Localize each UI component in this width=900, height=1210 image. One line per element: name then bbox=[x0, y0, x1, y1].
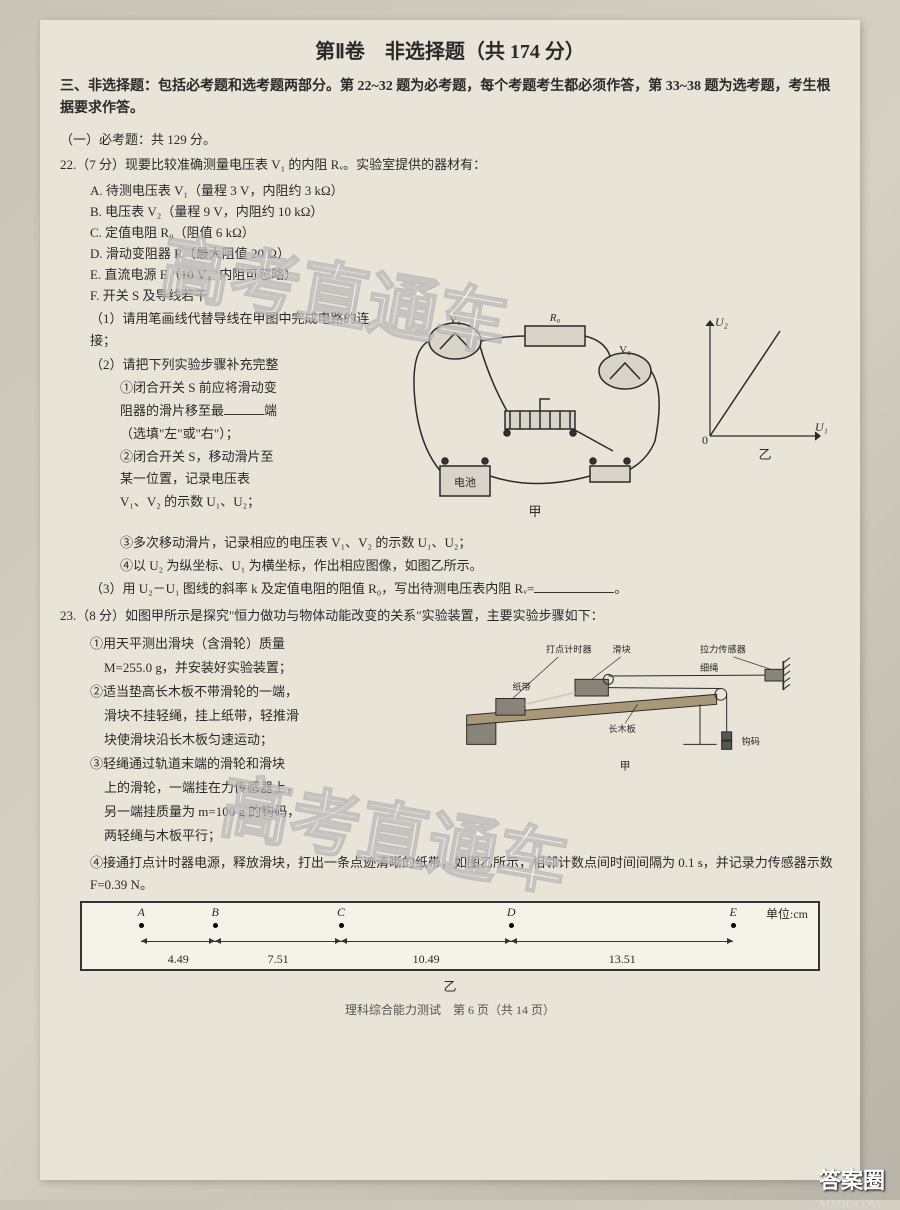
ruler-point bbox=[731, 923, 736, 928]
q22-option-e: E. 直流电源 E（10 V，内阻可忽略） bbox=[90, 264, 840, 283]
q22-text-column: （1）请用笔画线代替导线在甲图中完成电路的连接； （2）请把下列实验步骤补充完整… bbox=[60, 306, 390, 515]
graph-caption: 乙 bbox=[758, 447, 771, 461]
q22-sub3end: 。 bbox=[614, 581, 627, 596]
q22-sub3-line: （3）用 U₂－U₁ 图线的斜率 k 及定值电阻的阻值 R₀，写出待测电压表内阻… bbox=[90, 578, 840, 600]
q22-sub2: （2）请把下列实验步骤补充完整 bbox=[90, 354, 390, 376]
ruler-measure-arrow bbox=[141, 941, 215, 942]
q22-step2c: V₁、V₂ 的示数 U₁、U₂； bbox=[120, 492, 390, 513]
u2-u1-graph: 0 U₁ U₂ 乙 bbox=[690, 311, 830, 461]
page-title: 第Ⅱ卷 非选择题（共 174 分） bbox=[60, 35, 840, 64]
required-section-label: （一）必考题：共 129 分。 bbox=[60, 129, 840, 148]
graph-origin: 0 bbox=[702, 433, 708, 447]
ruler-point bbox=[509, 923, 514, 928]
q23-step3d: 两轻绳与木板平行； bbox=[104, 825, 410, 847]
ruler-measure-arrow bbox=[215, 941, 341, 942]
q22-option-b: B. 电压表 V₂（量程 9 V，内阻约 10 kΩ） bbox=[90, 201, 840, 220]
v1-label: V₁ bbox=[449, 314, 461, 326]
q23-content-row: ①用天平测出滑块（含滑轮）质量 M=255.0 g，并安装好实验装置； ②适当垫… bbox=[60, 631, 840, 850]
ruler-point bbox=[339, 923, 344, 928]
ruler-point bbox=[213, 923, 218, 928]
r0-label: R₀ bbox=[549, 312, 561, 324]
section-instructions: 三、非选择题：包括必考题和选考题两部分。第 22~32 题为必考题，每个考题考生… bbox=[60, 76, 840, 121]
blank-field bbox=[224, 414, 264, 415]
ruler-point-label: D bbox=[507, 905, 516, 920]
q22-step1c: 端 bbox=[264, 403, 277, 418]
graph-ylabel: U₂ bbox=[715, 315, 728, 329]
ruler-point-label: A bbox=[138, 905, 145, 920]
ruler-measure-value: 4.49 bbox=[168, 952, 189, 967]
q23-step4: ④接通打点计时器电源，释放滑块，打出一条点迹清晰的纸带，如图乙所示，相邻计数点间… bbox=[90, 852, 840, 896]
ruler-measure-value: 13.51 bbox=[609, 952, 636, 967]
ruler-measure-arrow bbox=[511, 941, 733, 942]
q22-step2b: 某一位置，记录电压表 bbox=[120, 469, 390, 490]
q22-step2a: ②闭合开关 S，移动滑片至 bbox=[120, 447, 390, 468]
sensor-label: 拉力传感器 bbox=[700, 643, 746, 654]
q23-step3a: ③轻绳通过轨道末端的滑轮和滑块 bbox=[90, 753, 410, 775]
v2-label: V₂ bbox=[619, 344, 631, 356]
q22-step1a: ①闭合开关 S 前应将滑动变 bbox=[120, 378, 390, 399]
q23-step3b: 上的滑轮，一端挂在力传感器上， bbox=[104, 777, 410, 799]
ruler-measure-value: 10.49 bbox=[413, 952, 440, 967]
ruler-point bbox=[139, 923, 144, 928]
ruler-point-label: B bbox=[212, 905, 219, 920]
q23-step1a: ①用天平测出滑块（含滑轮）质量 bbox=[90, 633, 410, 655]
exam-page: 第Ⅱ卷 非选择题（共 174 分） 三、非选择题：包括必考题和选考题两部分。第 … bbox=[40, 20, 860, 1180]
q23-apparatus-col: 打点计时器 滑块 拉力传感器 细绳 纸带 长木板 钩码 甲 bbox=[410, 631, 840, 796]
q23-step2b: 滑块不挂轻绳，挂上纸带，轻推滑 bbox=[104, 705, 410, 727]
q22-option-d: D. 滑动变阻器 R（最大阻值 20 Ω） bbox=[90, 243, 840, 262]
q22-option-a: A. 待测电压表 V₁（量程 3 V，内阻约 3 kΩ） bbox=[90, 180, 840, 199]
q22-option-f: F. 开关 S 及导线若干 bbox=[90, 285, 840, 304]
branding-main: 答案圈 bbox=[819, 1163, 885, 1195]
ruler-point-label: E bbox=[730, 905, 737, 920]
tape-label: 纸带 bbox=[513, 681, 531, 692]
page-footer: 理科综合能力测试 第 6 页（共 14 页） bbox=[60, 1001, 840, 1018]
q23-step2c: 块使滑块沿长木板匀速运动； bbox=[104, 729, 410, 751]
graph-xlabel: U₁ bbox=[815, 420, 828, 434]
q22-option-c: C. 定值电阻 R₀（阻值 6 kΩ） bbox=[90, 222, 840, 241]
q22-step1b: 阻器的滑片移至最 bbox=[120, 403, 224, 418]
battery-label: 电池 bbox=[454, 476, 476, 489]
q22-circuit-col: V₁ R₀ V₂ bbox=[390, 306, 680, 531]
q23-step1b: M=255.0 g，并安装好实验装置； bbox=[104, 657, 410, 679]
q23-stem: 23.（8 分）如图甲所示是探究"恒力做功与物体动能改变的关系"实验装置，主要实… bbox=[60, 605, 840, 627]
q22-step1-line: 阻器的滑片移至最 端 bbox=[120, 401, 390, 422]
timer-label: 打点计时器 bbox=[546, 643, 592, 654]
tape-ruler: 单位:cm A B C D E 4.49 7.51 10.49 13.51 bbox=[80, 901, 820, 971]
ruler-measure-value: 7.51 bbox=[268, 952, 289, 967]
q22-step1d: （选填"左"或"右"）； bbox=[120, 424, 390, 445]
q22-graph-col: 0 U₁ U₂ 乙 bbox=[680, 306, 840, 471]
q23-step3c: 另一端挂质量为 m=100 g 的钩码， bbox=[104, 801, 410, 823]
q22-sub1: （1）请用笔画线代替导线在甲图中完成电路的连接； bbox=[90, 308, 390, 352]
q22-content-row: （1）请用笔画线代替导线在甲图中完成电路的连接； （2）请把下列实验步骤补充完整… bbox=[60, 306, 840, 531]
q22-sub3: （3）用 U₂－U₁ 图线的斜率 k 及定值电阻的阻值 R₀，写出待测电压表内阻… bbox=[90, 581, 534, 596]
string-label: 细绳 bbox=[700, 662, 718, 673]
board-label: 长木板 bbox=[608, 722, 635, 733]
circuit-caption: 甲 bbox=[528, 504, 541, 519]
block-label: 滑块 bbox=[613, 643, 631, 654]
blank-field bbox=[534, 592, 614, 593]
hook-label: 钩码 bbox=[742, 735, 760, 746]
q23-step2a: ②适当垫高长木板不带滑轮的一端， bbox=[90, 681, 410, 703]
q22-stem: 22.（7 分）现要比较准确测量电压表 V₁ 的内阻 Rᵥ。实验室提供的器材有： bbox=[60, 154, 840, 176]
ruler-caption: 乙 bbox=[60, 976, 840, 995]
apparatus-caption: 甲 bbox=[620, 760, 631, 772]
q23-text-column: ①用天平测出滑块（含滑轮）质量 M=255.0 g，并安装好实验装置； ②适当垫… bbox=[60, 631, 410, 850]
ruler-unit: 单位:cm bbox=[766, 905, 808, 922]
q22-step3: ③多次移动滑片，记录相应的电压表 V₁、V₂ 的示数 U₁、U₂； bbox=[120, 533, 840, 554]
circuit-diagram: V₁ R₀ V₂ bbox=[395, 311, 675, 521]
apparatus-diagram: 打点计时器 滑块 拉力传感器 细绳 纸带 长木板 钩码 甲 bbox=[415, 636, 835, 786]
ruler-measure-arrow bbox=[341, 941, 511, 942]
ruler-point-label: C bbox=[337, 905, 345, 920]
q22-step4: ④以 U₂ 为纵坐标、U₁ 为横坐标，作出相应图像，如图乙所示。 bbox=[120, 556, 840, 577]
